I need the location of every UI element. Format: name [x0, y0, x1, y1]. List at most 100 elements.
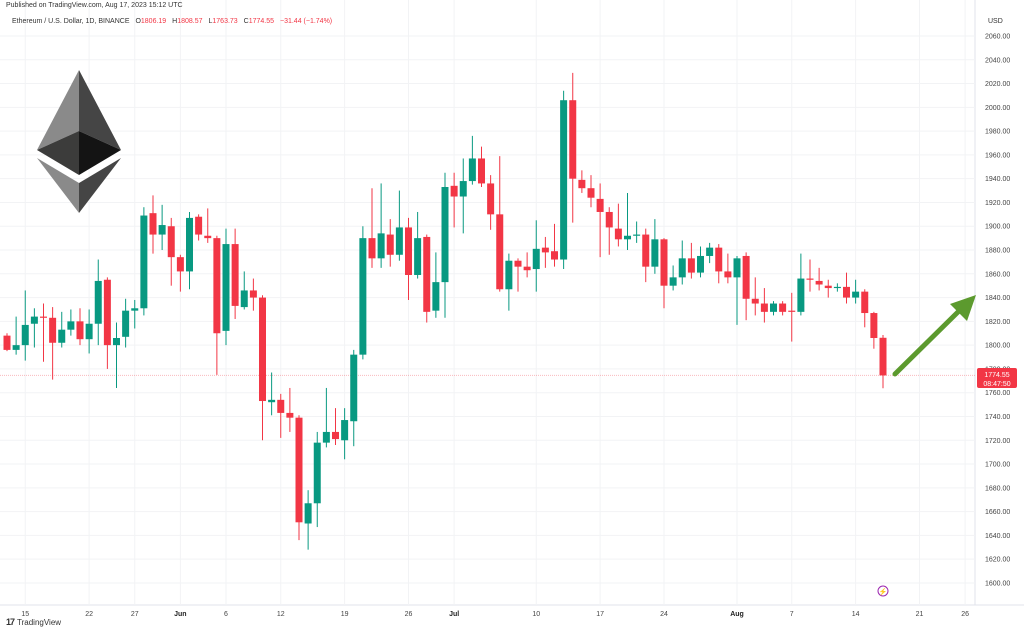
candle[interactable] [40, 303, 47, 362]
candle[interactable] [377, 183, 385, 268]
candle[interactable] [715, 244, 723, 284]
candle[interactable] [587, 175, 595, 208]
candle[interactable] [113, 322, 120, 388]
candle[interactable] [569, 72, 577, 223]
candle[interactable] [140, 207, 148, 316]
candle[interactable] [596, 183, 604, 258]
candle[interactable] [551, 223, 558, 267]
candle[interactable] [195, 214, 203, 241]
candle[interactable] [12, 316, 20, 355]
currency-label[interactable]: USD [988, 18, 1003, 25]
candle[interactable] [450, 172, 458, 228]
candle[interactable] [432, 252, 440, 318]
candle[interactable] [30, 308, 38, 348]
candle[interactable] [614, 203, 622, 247]
candle[interactable] [21, 290, 29, 361]
time-axis[interactable]: 15 22 27 Jun 6 12 19 26 Jul 10 17 24 Aug 7 14 21 26 [21, 611, 969, 618]
candle[interactable] [167, 217, 175, 286]
candle[interactable] [76, 308, 84, 346]
candle[interactable] [523, 252, 531, 278]
candle[interactable] [295, 415, 303, 541]
candle[interactable] [751, 277, 759, 316]
candle[interactable] [843, 272, 850, 304]
candle[interactable] [605, 207, 613, 255]
candle[interactable] [815, 267, 823, 291]
candle[interactable] [405, 217, 412, 300]
candle[interactable] [541, 236, 549, 268]
candle[interactable] [478, 146, 485, 188]
candle[interactable] [779, 301, 787, 316]
candle[interactable] [770, 301, 777, 316]
candle[interactable] [797, 253, 805, 316]
candle[interactable] [687, 242, 695, 279]
candle[interactable] [733, 255, 741, 325]
candle[interactable] [742, 252, 750, 321]
candle[interactable] [49, 307, 57, 380]
candle[interactable] [3, 333, 11, 352]
candle[interactable] [788, 292, 796, 342]
candle[interactable] [441, 172, 449, 318]
price-axis[interactable]: 1600.00 1620.00 1640.00 1660.00 1680.00 1700.… [985, 34, 1010, 588]
candle[interactable] [852, 279, 860, 304]
candle[interactable] [332, 408, 339, 446]
candle[interactable] [423, 234, 431, 323]
candle[interactable] [468, 135, 476, 185]
candle[interactable] [341, 408, 349, 460]
tradingview-brand[interactable]: 17 TradingView [6, 617, 61, 627]
candle[interactable] [304, 490, 312, 550]
candle[interactable] [861, 289, 869, 328]
candle[interactable] [204, 208, 212, 243]
candle[interactable] [487, 175, 495, 230]
candle[interactable] [833, 283, 841, 292]
candle[interactable] [313, 431, 321, 528]
candle[interactable] [286, 387, 294, 432]
candle[interactable] [240, 271, 248, 310]
candle[interactable] [277, 393, 285, 438]
candle[interactable] [231, 228, 239, 319]
candle[interactable] [505, 253, 513, 311]
candle[interactable] [697, 246, 704, 278]
candle[interactable] [131, 299, 139, 329]
candle[interactable] [760, 288, 768, 323]
candle[interactable] [213, 235, 221, 375]
candle[interactable] [532, 220, 540, 292]
candle[interactable] [222, 228, 230, 346]
candle[interactable] [459, 158, 467, 234]
candle[interactable] [870, 311, 878, 349]
candle[interactable] [103, 277, 111, 369]
candle[interactable] [158, 204, 166, 251]
candle[interactable] [122, 298, 130, 348]
candle[interactable] [395, 190, 403, 261]
candle[interactable] [624, 192, 631, 251]
candle[interactable] [67, 309, 75, 336]
candle[interactable] [660, 238, 668, 309]
candle[interactable] [94, 259, 102, 346]
candle[interactable] [514, 258, 522, 292]
candle[interactable] [359, 226, 367, 360]
lightning-icon[interactable]: ⚡ [877, 585, 889, 597]
candle[interactable] [368, 188, 376, 268]
candle[interactable] [806, 259, 814, 292]
candle[interactable] [560, 90, 568, 270]
candle[interactable] [578, 170, 586, 193]
candle[interactable] [268, 372, 276, 416]
candle[interactable] [669, 265, 677, 291]
candle[interactable] [386, 219, 394, 267]
candle[interactable] [496, 156, 504, 292]
candle[interactable] [724, 253, 732, 284]
candle[interactable] [176, 254, 184, 292]
candle[interactable] [249, 278, 257, 311]
candle[interactable] [350, 349, 358, 447]
candle[interactable] [642, 228, 650, 283]
candle[interactable] [259, 295, 266, 441]
candle[interactable] [58, 311, 66, 348]
candle[interactable] [85, 309, 93, 354]
candle[interactable] [414, 211, 422, 279]
candle[interactable] [186, 211, 193, 290]
candle[interactable] [322, 387, 330, 448]
candle[interactable] [879, 334, 887, 389]
candle[interactable] [651, 219, 659, 274]
candle[interactable] [678, 240, 686, 285]
candle[interactable] [824, 279, 832, 298]
